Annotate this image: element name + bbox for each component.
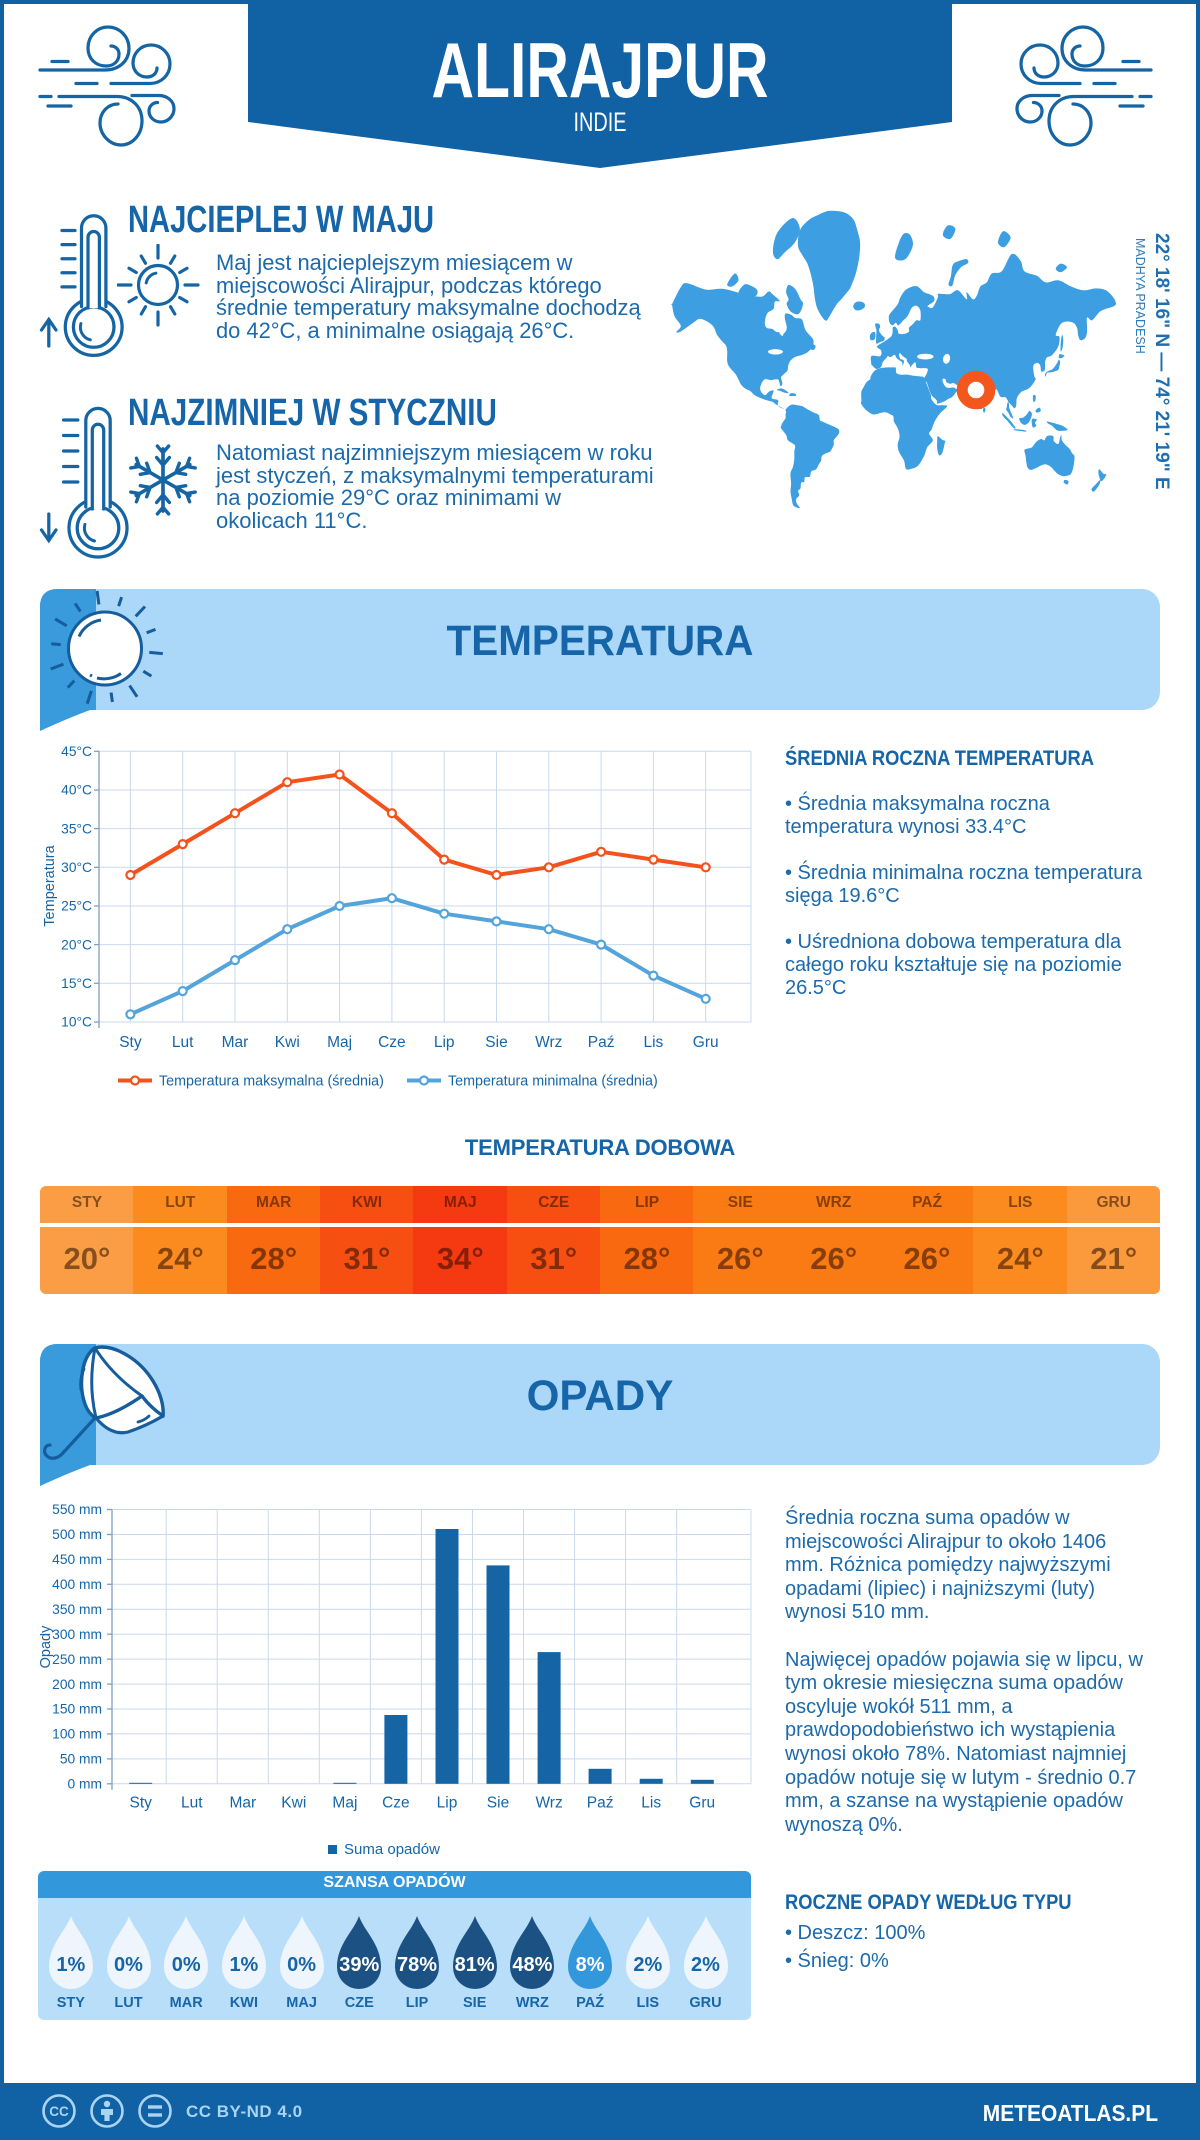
svg-text:40°C: 40°C (61, 783, 92, 798)
svg-text:Opady: Opady (40, 1625, 54, 1668)
svg-text:45°C: 45°C (61, 744, 92, 759)
svg-text:300 mm: 300 mm (52, 1627, 102, 1642)
svg-text:Kwi: Kwi (281, 1795, 306, 1812)
svg-text:550 mm: 550 mm (52, 1502, 102, 1517)
svg-text:Sie: Sie (485, 1034, 507, 1051)
svg-text:250 mm: 250 mm (52, 1652, 102, 1667)
svg-text:Sty: Sty (129, 1795, 152, 1812)
svg-text:20°C: 20°C (61, 937, 92, 952)
svg-text:Lis: Lis (641, 1795, 661, 1812)
svg-text:150 mm: 150 mm (52, 1702, 102, 1717)
svg-text:Maj: Maj (332, 1795, 357, 1812)
svg-text:500 mm: 500 mm (52, 1527, 102, 1542)
svg-text:200 mm: 200 mm (52, 1677, 102, 1692)
svg-text:Lut: Lut (181, 1795, 203, 1812)
svg-text:Wrz: Wrz (535, 1795, 562, 1812)
svg-text:CC: CC (49, 2104, 69, 2119)
svg-text:Cze: Cze (382, 1795, 410, 1812)
svg-text:Suma opadów: Suma opadów (344, 1841, 440, 1858)
svg-text:100 mm: 100 mm (52, 1727, 102, 1742)
svg-text:Mar: Mar (229, 1795, 256, 1812)
svg-text:Gru: Gru (693, 1034, 719, 1051)
svg-text:Lip: Lip (437, 1795, 458, 1812)
svg-text:Lut: Lut (172, 1034, 194, 1051)
svg-text:Lip: Lip (434, 1034, 455, 1051)
svg-text:Gru: Gru (689, 1795, 715, 1812)
svg-text:30°C: 30°C (61, 860, 92, 875)
svg-text:0 mm: 0 mm (68, 1777, 103, 1792)
svg-text:450 mm: 450 mm (52, 1552, 102, 1567)
svg-text:Sty: Sty (119, 1034, 142, 1051)
svg-text:Cze: Cze (378, 1034, 406, 1051)
svg-text:Sie: Sie (487, 1795, 509, 1812)
svg-text:Lis: Lis (643, 1034, 663, 1051)
svg-text:Temperatura minimalna (średnia: Temperatura minimalna (średnia) (448, 1074, 658, 1090)
svg-text:Maj: Maj (327, 1034, 352, 1051)
svg-text:50 mm: 50 mm (60, 1752, 102, 1767)
svg-text:15°C: 15°C (61, 976, 92, 991)
svg-text:Paź: Paź (588, 1034, 615, 1051)
svg-text:Wrz: Wrz (535, 1034, 562, 1051)
svg-text:Paź: Paź (587, 1795, 614, 1812)
svg-text:10°C: 10°C (61, 1015, 92, 1030)
svg-text:400 mm: 400 mm (52, 1577, 102, 1592)
svg-text:Temperatura maksymalna (średni: Temperatura maksymalna (średnia) (159, 1074, 384, 1090)
svg-text:35°C: 35°C (61, 821, 92, 836)
svg-text:350 mm: 350 mm (52, 1602, 102, 1617)
svg-text:Mar: Mar (222, 1034, 249, 1051)
svg-text:25°C: 25°C (61, 899, 92, 914)
svg-text:Kwi: Kwi (275, 1034, 300, 1051)
svg-text:Temperatura: Temperatura (42, 844, 58, 926)
